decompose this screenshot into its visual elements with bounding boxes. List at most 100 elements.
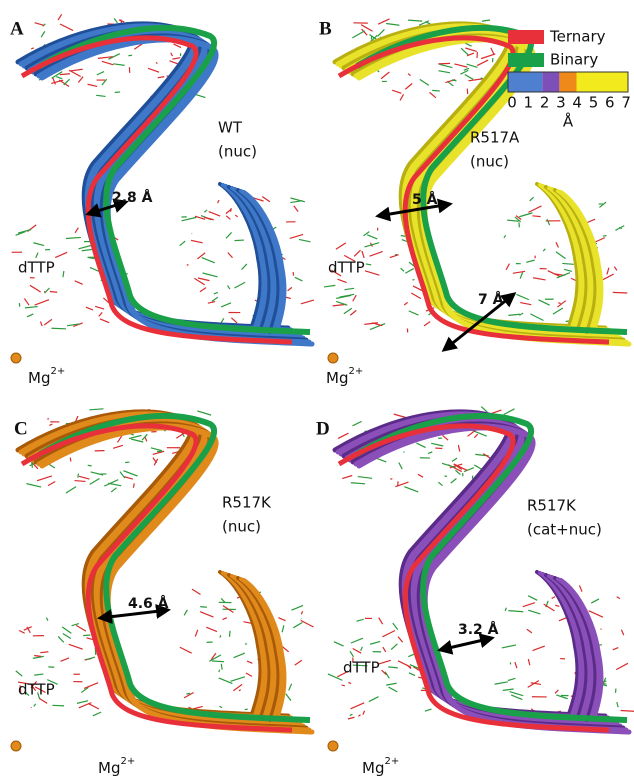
variant-label: R517A bbox=[470, 129, 520, 147]
stick bbox=[70, 458, 71, 462]
stick bbox=[151, 448, 162, 451]
stick bbox=[100, 319, 109, 323]
stick bbox=[409, 311, 419, 315]
stick bbox=[34, 655, 41, 656]
stick bbox=[381, 72, 389, 79]
stick bbox=[301, 300, 314, 304]
stick bbox=[113, 445, 123, 448]
stick bbox=[342, 685, 345, 686]
stick bbox=[353, 421, 362, 425]
stick bbox=[89, 409, 103, 410]
stick bbox=[356, 619, 363, 621]
panel-label: C bbox=[14, 418, 28, 439]
stick bbox=[200, 288, 206, 292]
stick bbox=[76, 625, 86, 631]
variant-label: (nuc) bbox=[222, 518, 261, 536]
stick bbox=[366, 264, 371, 265]
stick bbox=[519, 213, 532, 217]
scale-tick: 0 bbox=[507, 94, 517, 112]
stick bbox=[209, 655, 221, 661]
stick bbox=[52, 705, 64, 706]
stick bbox=[203, 273, 218, 277]
stick bbox=[247, 661, 252, 663]
stick bbox=[34, 704, 36, 707]
stick bbox=[383, 647, 386, 652]
stick bbox=[229, 631, 230, 637]
stick bbox=[579, 585, 582, 591]
panel-label: A bbox=[10, 18, 24, 39]
stick bbox=[530, 197, 534, 201]
panel-art bbox=[328, 407, 634, 751]
scale-tick: 5 bbox=[589, 94, 599, 112]
stick bbox=[391, 644, 397, 650]
legend-label: Ternary bbox=[549, 28, 606, 46]
stick bbox=[99, 312, 103, 316]
ternary-ribbon bbox=[22, 426, 292, 730]
stick bbox=[72, 624, 79, 626]
stick bbox=[358, 477, 372, 479]
stick bbox=[208, 302, 215, 304]
mg-ion bbox=[11, 353, 21, 363]
panel-label: B bbox=[319, 18, 332, 39]
stick bbox=[226, 232, 232, 238]
stick bbox=[299, 239, 310, 241]
stick bbox=[202, 258, 215, 263]
stick bbox=[114, 18, 117, 22]
stick bbox=[228, 252, 233, 257]
stick bbox=[405, 269, 413, 274]
ligand-label: dTTP bbox=[328, 259, 365, 277]
scale-unit: Å bbox=[563, 112, 574, 131]
stick bbox=[180, 241, 186, 246]
stick bbox=[562, 263, 574, 264]
panel-label: D bbox=[316, 418, 330, 439]
stick bbox=[63, 633, 71, 638]
stick bbox=[382, 630, 395, 636]
stick bbox=[344, 308, 352, 314]
stick bbox=[361, 647, 363, 651]
scale-segment bbox=[577, 72, 629, 92]
stick bbox=[527, 629, 532, 633]
stick bbox=[556, 252, 566, 259]
stick bbox=[352, 31, 364, 38]
stick bbox=[30, 285, 41, 292]
ion-base: Mg bbox=[326, 369, 348, 387]
stick bbox=[439, 64, 452, 67]
stick bbox=[218, 200, 219, 203]
scale-segment bbox=[542, 72, 559, 92]
stick bbox=[282, 625, 284, 632]
stick bbox=[46, 618, 47, 621]
stick bbox=[172, 58, 180, 59]
stick bbox=[246, 673, 252, 676]
stick bbox=[533, 646, 545, 651]
stick bbox=[442, 463, 456, 467]
stick bbox=[235, 240, 245, 241]
stick bbox=[553, 308, 563, 314]
stick bbox=[477, 60, 488, 66]
stick bbox=[502, 645, 516, 648]
stick bbox=[27, 314, 33, 317]
stick bbox=[182, 217, 197, 220]
variant-label: (cat+nuc) bbox=[527, 521, 602, 539]
ion-label: Mg2+ bbox=[28, 366, 65, 387]
stick bbox=[369, 697, 379, 702]
ligand-label: dTTP bbox=[343, 659, 380, 677]
stick bbox=[124, 477, 133, 479]
stick bbox=[19, 630, 24, 633]
stick bbox=[37, 476, 52, 481]
stick bbox=[504, 409, 515, 415]
stick bbox=[290, 201, 302, 203]
stick bbox=[616, 663, 628, 669]
stick bbox=[528, 596, 537, 601]
stick bbox=[40, 699, 47, 704]
stick bbox=[358, 715, 360, 716]
stick bbox=[390, 255, 399, 258]
stick bbox=[350, 651, 354, 657]
stick bbox=[591, 599, 599, 603]
stick bbox=[83, 635, 90, 636]
stick bbox=[242, 264, 247, 270]
stick bbox=[468, 79, 482, 81]
stick bbox=[408, 20, 422, 21]
stick bbox=[186, 693, 190, 694]
stick bbox=[301, 620, 314, 627]
stick bbox=[350, 310, 356, 315]
